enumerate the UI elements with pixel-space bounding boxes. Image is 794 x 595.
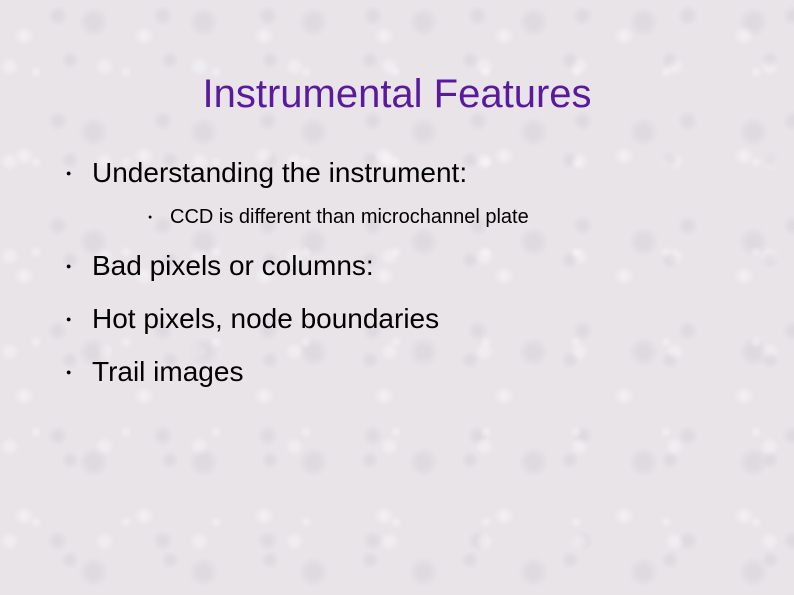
- sub-bullet-item: CCD is different than microchannel plate: [144, 204, 754, 230]
- bullet-text: Hot pixels, node boundaries: [92, 303, 439, 334]
- slide-content: Understanding the instrument: CCD is dif…: [0, 155, 794, 389]
- slide: Instrumental Features Understanding the …: [0, 0, 794, 595]
- bullet-text: Understanding the instrument:: [92, 157, 467, 188]
- sub-bullet-list: CCD is different than microchannel plate: [144, 204, 754, 230]
- bullet-item: Bad pixels or columns:: [60, 248, 754, 283]
- bullet-item: Understanding the instrument: CCD is dif…: [60, 155, 754, 230]
- bullet-item: Trail images: [60, 354, 754, 389]
- bullet-list: Understanding the instrument: CCD is dif…: [60, 155, 754, 389]
- sub-bullet-text: CCD is different than microchannel plate: [170, 206, 529, 228]
- bullet-text: Bad pixels or columns:: [92, 250, 374, 281]
- bullet-item: Hot pixels, node boundaries: [60, 301, 754, 336]
- bullet-text: Trail images: [92, 356, 243, 387]
- slide-title: Instrumental Features: [0, 0, 794, 155]
